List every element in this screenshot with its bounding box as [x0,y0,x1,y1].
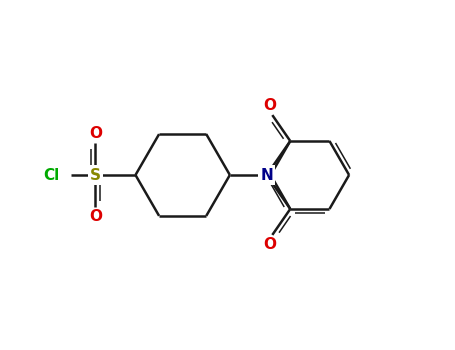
Text: Cl: Cl [44,168,60,182]
Text: O: O [263,98,277,113]
Text: S: S [90,168,101,182]
Text: O: O [89,126,102,141]
Text: O: O [89,209,102,224]
Text: O: O [263,237,277,252]
Text: N: N [260,168,273,182]
